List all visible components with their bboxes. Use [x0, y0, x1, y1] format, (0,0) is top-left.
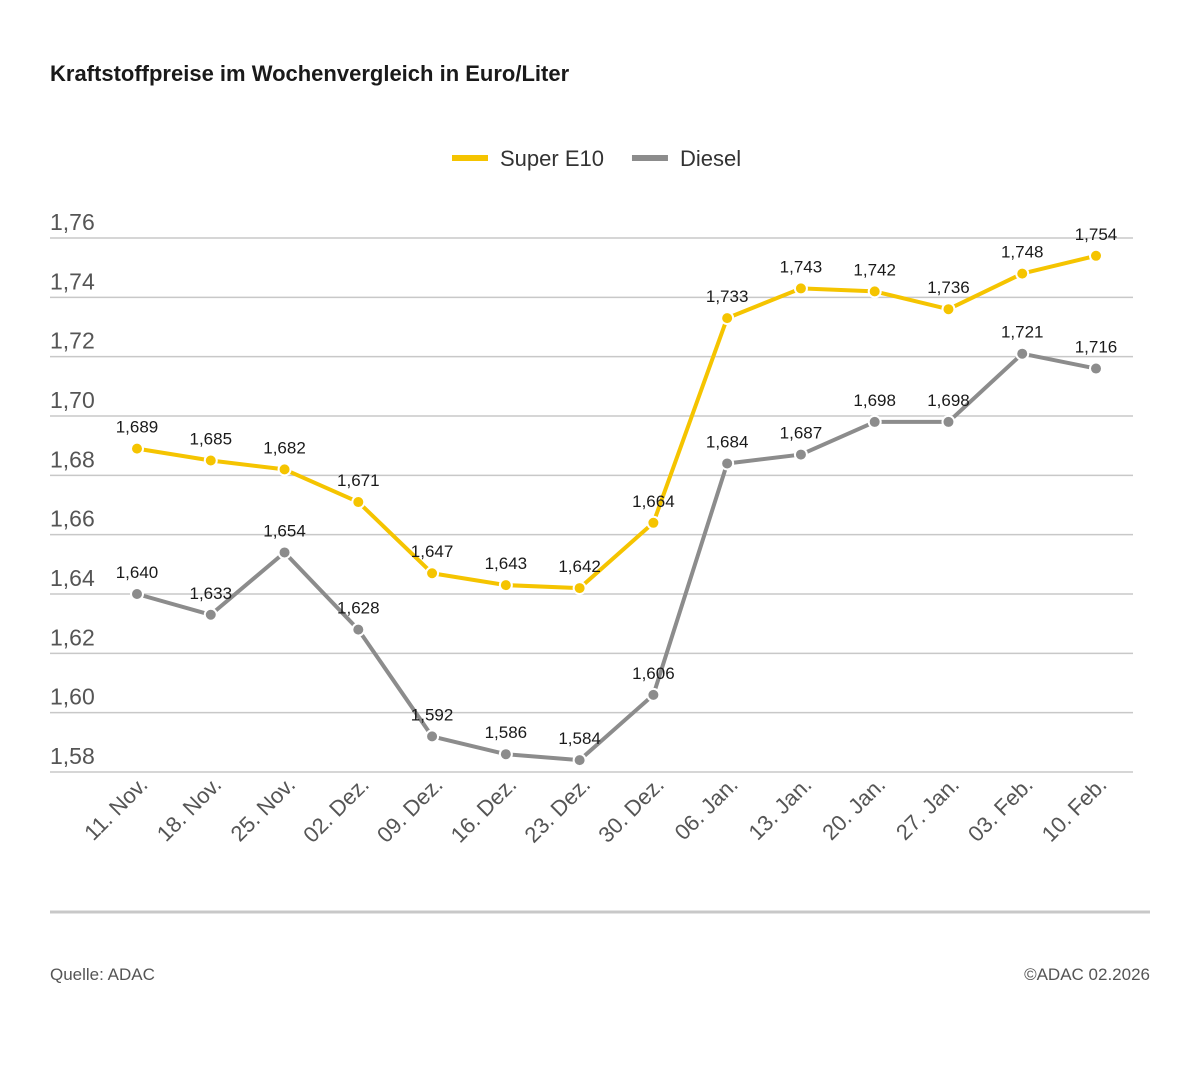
data-label: 1,721 — [1001, 323, 1044, 342]
data-label: 1,716 — [1075, 338, 1118, 357]
data-label: 1,687 — [780, 424, 823, 443]
data-point — [720, 311, 735, 326]
y-tick-label: 1,58 — [50, 743, 95, 769]
data-label: 1,633 — [189, 584, 232, 603]
y-tick-label: 1,76 — [50, 209, 95, 235]
data-label: 1,742 — [853, 260, 896, 279]
data-point — [1089, 248, 1103, 263]
x-tick-label: 25. Nov. — [226, 772, 300, 846]
legend-label: Super E10 — [500, 146, 604, 171]
data-label: 1,684 — [706, 432, 749, 451]
data-point — [1089, 361, 1103, 376]
x-tick-label: 27. Jan. — [891, 772, 964, 845]
data-point — [941, 414, 956, 429]
data-label: 1,640 — [116, 563, 159, 582]
data-point — [941, 302, 956, 317]
data-label: 1,628 — [337, 599, 380, 618]
x-tick-label: 10. Feb. — [1037, 772, 1112, 847]
x-tick-label: 18. Nov. — [152, 772, 226, 846]
data-label: 1,682 — [263, 438, 306, 457]
data-label: 1,689 — [116, 418, 159, 437]
data-point — [277, 462, 292, 477]
data-label: 1,654 — [263, 521, 306, 540]
data-point — [351, 495, 366, 510]
data-point — [498, 747, 513, 762]
data-label: 1,671 — [337, 471, 380, 490]
data-point — [720, 456, 735, 471]
data-point — [203, 607, 218, 622]
legend-label: Diesel — [680, 146, 741, 171]
x-tick-label: 13. Jan. — [743, 772, 816, 845]
data-label: 1,606 — [632, 664, 675, 683]
credit: ©ADAC 02.2026 — [1024, 965, 1150, 984]
x-tick-label: 09. Dez. — [372, 772, 448, 848]
data-point — [277, 545, 292, 560]
data-point — [1015, 266, 1030, 281]
y-tick-label: 1,74 — [50, 268, 95, 294]
data-point — [498, 578, 513, 593]
data-label: 1,698 — [927, 391, 970, 410]
x-tick-label: 06. Jan. — [670, 772, 743, 845]
data-point — [646, 515, 661, 530]
data-label: 1,743 — [780, 257, 823, 276]
data-point — [351, 622, 366, 637]
y-tick-label: 1,62 — [50, 624, 95, 650]
y-tick-label: 1,60 — [50, 684, 95, 710]
data-point — [130, 587, 144, 601]
data-label: 1,664 — [632, 492, 675, 511]
data-point — [793, 447, 808, 462]
data-label: 1,643 — [485, 554, 528, 573]
data-point — [425, 729, 440, 744]
y-tick-label: 1,68 — [50, 446, 95, 472]
x-tick-label: 30. Dez. — [593, 772, 669, 848]
data-point — [867, 284, 882, 299]
data-label: 1,748 — [1001, 243, 1044, 262]
data-point — [130, 441, 144, 456]
data-label: 1,642 — [558, 557, 601, 576]
data-label: 1,736 — [927, 278, 970, 297]
y-tick-label: 1,66 — [50, 506, 95, 532]
series-line — [136, 351, 1097, 763]
data-label: 1,754 — [1075, 225, 1118, 244]
y-tick-label: 1,70 — [50, 387, 95, 413]
x-tick-label: 20. Jan. — [817, 772, 890, 845]
y-tick-label: 1,64 — [50, 565, 95, 591]
data-label: 1,733 — [706, 287, 749, 306]
data-label: 1,698 — [853, 391, 896, 410]
data-label: 1,685 — [189, 430, 232, 449]
data-point — [572, 581, 587, 596]
data-point — [646, 687, 661, 702]
chart-title: Kraftstoffpreise im Wochenvergleich in E… — [50, 61, 570, 86]
data-label: 1,584 — [558, 729, 601, 748]
series-line — [136, 253, 1097, 591]
x-tick-label: 03. Feb. — [963, 772, 1038, 847]
data-point — [203, 453, 218, 468]
x-tick-label: 16. Dez. — [446, 772, 522, 848]
y-tick-label: 1,72 — [50, 328, 95, 354]
x-tick-label: 23. Dez. — [520, 772, 596, 848]
data-label: 1,647 — [411, 542, 454, 561]
data-point — [572, 753, 587, 768]
source: Quelle: ADAC — [50, 965, 155, 984]
data-point — [793, 281, 808, 296]
data-point — [425, 566, 440, 581]
x-tick-label: 02. Dez. — [298, 772, 374, 848]
x-tick-label: 11. Nov. — [79, 772, 152, 845]
data-point — [867, 414, 882, 429]
data-point — [1015, 346, 1030, 361]
data-label: 1,586 — [485, 723, 528, 742]
data-label: 1,592 — [411, 705, 454, 724]
